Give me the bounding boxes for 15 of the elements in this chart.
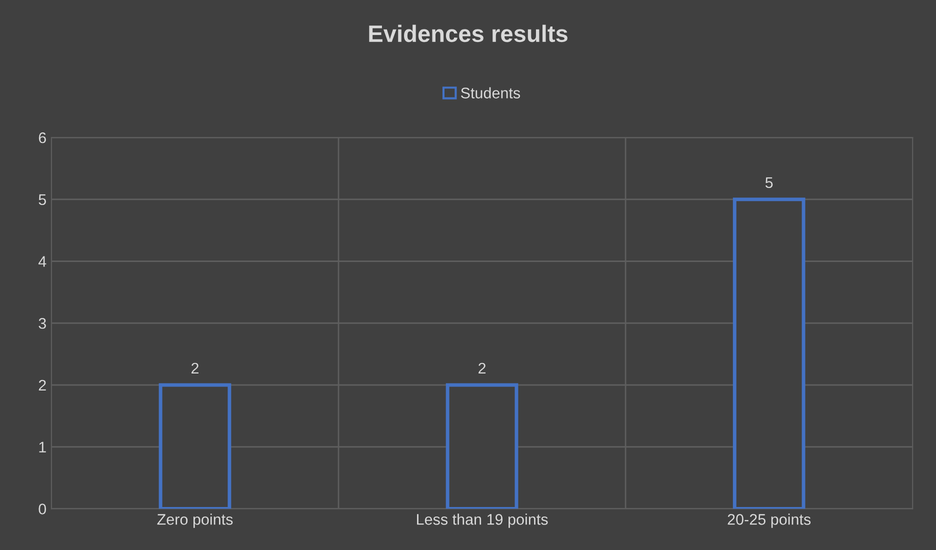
x-tick-label: 20-25 points	[728, 514, 811, 528]
y-tick-label: 6	[38, 132, 46, 144]
data-label: 2	[192, 362, 198, 374]
y-tick-label: 5	[38, 194, 46, 206]
y-tick-label: 3	[38, 318, 46, 329]
y-tick-label: 1	[39, 442, 46, 452]
x-tick-label: Less than 19 points	[417, 514, 548, 528]
legend-label: Students	[460, 87, 520, 98]
data-label: 2	[478, 362, 486, 374]
data-label: 5	[765, 177, 773, 188]
y-tick-label: 4	[38, 256, 46, 267]
x-tick-label: Zero points	[157, 514, 233, 528]
chart-title: Evidences results	[369, 24, 568, 42]
y-tick-label: 2	[38, 380, 46, 391]
y-tick-label: 0	[38, 504, 46, 514]
